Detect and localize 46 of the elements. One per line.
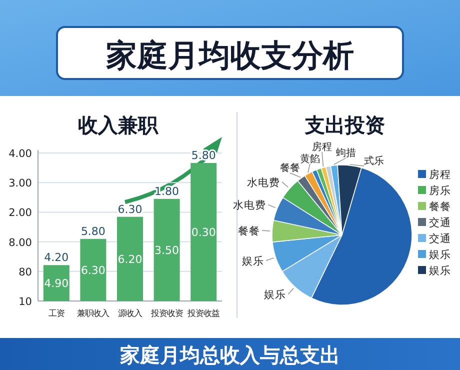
annotation: 0.30 bbox=[191, 226, 216, 239]
chart-title: 支出投资 bbox=[304, 113, 385, 137]
bar bbox=[154, 198, 180, 301]
slice-label: 水电费 bbox=[247, 176, 280, 189]
text: 交通 bbox=[429, 216, 451, 229]
annotation: 3.50 bbox=[154, 244, 180, 257]
text: 房乐 bbox=[429, 184, 451, 197]
text: 2.00 bbox=[8, 207, 32, 220]
x-tick-label: 工资 bbox=[48, 308, 64, 318]
text: 娱乐 bbox=[429, 264, 451, 277]
bar bbox=[80, 238, 106, 301]
slice-label: 娱乐 bbox=[264, 288, 286, 302]
bar bbox=[43, 265, 70, 301]
text: 餐餐 bbox=[429, 201, 451, 213]
slice-label: 房程 bbox=[312, 141, 332, 153]
bar bbox=[190, 163, 217, 301]
annotation: 6.30 bbox=[80, 264, 106, 277]
slice-label: 式乐 bbox=[364, 155, 384, 167]
annotation: 5.80 bbox=[80, 224, 106, 238]
annotation: 4.90 bbox=[44, 277, 69, 290]
text: 娱乐 bbox=[429, 248, 451, 261]
annotation: 4.20 bbox=[44, 251, 69, 264]
slice-label: 水电费 bbox=[232, 198, 266, 212]
annotation: 6.20 bbox=[118, 252, 142, 266]
slice-label: 餐餐 bbox=[238, 226, 260, 238]
x-tick-label: 兼职收入 bbox=[77, 308, 110, 318]
text: 房程 bbox=[429, 168, 451, 181]
chart-title: 收入兼职 bbox=[78, 113, 159, 137]
text: 交通 bbox=[429, 232, 451, 245]
slice-label: 蚼措 bbox=[336, 147, 356, 159]
text: 4.00 bbox=[8, 148, 32, 160]
x-tick-label: 源收入 bbox=[118, 308, 142, 318]
slice-label: 黄餡 bbox=[300, 153, 320, 165]
annotation: 6.30 bbox=[118, 202, 142, 216]
text: 家庭月均总收入与总支出 bbox=[119, 343, 340, 367]
text: 3.00 bbox=[8, 178, 32, 190]
text: 家庭月均收支分析 bbox=[106, 38, 354, 74]
bar bbox=[117, 216, 143, 301]
annotation: 1.80 bbox=[154, 184, 180, 198]
slice-label: 娱乐 bbox=[242, 254, 264, 268]
x-tick-label: 投资收资 bbox=[150, 308, 183, 318]
text: 80 bbox=[18, 266, 32, 278]
x-tick-label: 投资收益 bbox=[186, 308, 220, 318]
text: 8.00 bbox=[8, 236, 32, 249]
text: 10 bbox=[18, 296, 32, 308]
slice-label: 餐餐 bbox=[280, 162, 300, 174]
